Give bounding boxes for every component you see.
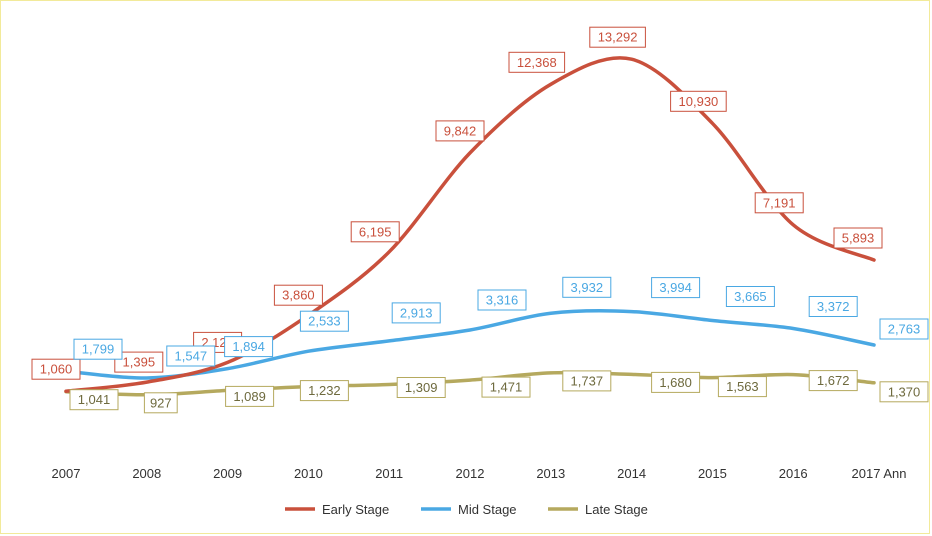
data-label: 9,842 <box>444 123 477 138</box>
data-label-box <box>808 370 858 392</box>
data-label-box <box>670 90 727 112</box>
x-tick-label: 2007 <box>52 466 81 481</box>
data-label: 927 <box>150 395 172 410</box>
data-label: 3,665 <box>734 289 767 304</box>
data-label: 6,195 <box>359 224 392 239</box>
data-label: 1,563 <box>726 379 759 394</box>
data-label-box <box>651 277 701 299</box>
data-label: 12,368 <box>517 55 557 70</box>
data-label-box <box>808 296 858 317</box>
data-label: 1,309 <box>405 380 438 395</box>
data-label-box <box>143 392 178 414</box>
data-label: 1,370 <box>888 384 921 399</box>
data-label: 13,292 <box>598 30 638 45</box>
data-label: 5,893 <box>842 231 875 246</box>
series-lines <box>64 56 876 397</box>
data-label: 1,547 <box>175 349 208 364</box>
data-label: 3,860 <box>282 288 315 303</box>
series-line-mid-stage <box>64 309 876 380</box>
data-label-box <box>396 377 446 398</box>
legend-label: Mid Stage <box>458 502 517 517</box>
data-label: 1,672 <box>817 373 850 388</box>
x-tick-label: 2009 <box>213 466 242 481</box>
data-label: 1,232 <box>308 383 341 398</box>
data-label: 1,395 <box>123 355 156 370</box>
data-label-box <box>73 338 123 360</box>
data-label: 2,533 <box>308 314 341 329</box>
x-tick-label: 2013 <box>536 466 565 481</box>
data-label-box <box>833 227 883 249</box>
data-label-box <box>754 192 804 214</box>
data-label: 3,316 <box>486 293 519 308</box>
data-label: 1,799 <box>82 342 115 357</box>
data-label-box <box>481 376 531 398</box>
x-tick-label: 2011 <box>375 466 403 481</box>
data-label: 2,913 <box>400 305 433 320</box>
data-label-box <box>562 370 612 392</box>
data-label-box <box>435 120 485 142</box>
data-label: 1,089 <box>233 389 266 404</box>
data-label-box <box>879 318 929 340</box>
x-tick-label: 2012 <box>456 466 485 481</box>
data-label: 3,932 <box>571 280 604 295</box>
data-label-box <box>69 389 119 411</box>
data-label-box <box>225 385 275 407</box>
x-tick-label: 2010 <box>294 466 323 481</box>
data-label: 3,994 <box>659 280 692 295</box>
data-label: 1,894 <box>232 339 265 354</box>
data-label-box <box>299 380 349 402</box>
data-label-box <box>166 345 216 367</box>
legend-label: Early Stage <box>322 502 389 517</box>
data-label: 7,191 <box>763 195 796 210</box>
series-line-early-stage <box>64 56 876 393</box>
data-label: 1,060 <box>40 362 73 377</box>
data-labels: 1,060 1,3952,1213,8606,1959,84212,36813,2… <box>31 26 929 414</box>
data-label-box <box>114 351 164 373</box>
data-label-box <box>879 381 929 403</box>
data-label-box <box>299 310 349 332</box>
data-label: 3,372 <box>817 299 850 314</box>
data-label-box <box>725 286 775 307</box>
data-label-box <box>350 221 400 243</box>
data-label-box <box>562 276 612 298</box>
legend: Early Stage Mid Stage Late Stage <box>285 502 648 517</box>
data-label: 1,737 <box>571 373 604 388</box>
x-tick-label: 2014 <box>617 466 646 481</box>
x-tick-label: 2017 Ann <box>852 466 907 481</box>
x-axis: 2007 2008 2009 2010 2011 2012 2013 2014 2015 2016… <box>52 466 907 481</box>
data-label: 1,471 <box>490 380 523 395</box>
data-label-box <box>477 289 527 311</box>
data-label: 10,930 <box>679 94 719 109</box>
data-label-box <box>273 284 323 306</box>
data-label-box <box>717 376 767 398</box>
data-label: 2,763 <box>888 322 921 337</box>
legend-label: Late Stage <box>585 502 648 517</box>
data-label: 1,680 <box>659 375 692 390</box>
data-label-box <box>589 26 646 48</box>
x-tick-label: 2008 <box>132 466 161 481</box>
data-label-box <box>31 358 81 380</box>
x-tick-label: 2015 <box>698 466 727 481</box>
x-tick-label: 2016 <box>779 466 808 481</box>
data-label-box <box>391 302 441 324</box>
data-label-box <box>651 371 701 393</box>
data-label-box <box>508 51 566 73</box>
data-label-box <box>224 336 274 358</box>
data-label: 1,041 <box>78 392 111 407</box>
